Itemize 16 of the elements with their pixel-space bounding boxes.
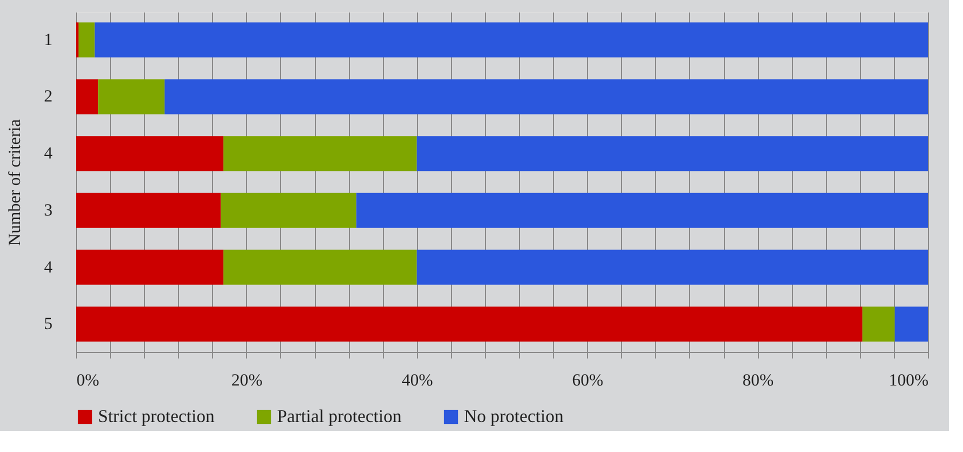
x-tick-label: 40% — [402, 370, 433, 390]
y-tick-label: 5 — [44, 314, 52, 334]
legend-label: No protection — [464, 406, 564, 426]
x-tick-label: 80% — [742, 370, 774, 390]
y-tick-label: 4 — [44, 257, 53, 276]
y-axis-title: Number of criteria — [5, 118, 24, 246]
x-tick-label: 60% — [572, 370, 604, 390]
legend-label: Partial protection — [277, 406, 402, 426]
y-tick-label: 2 — [44, 86, 52, 106]
y-tick-label: 1 — [44, 30, 52, 49]
y-tick-label: 4 — [44, 144, 53, 163]
x-tick-label: 100% — [888, 370, 928, 390]
x-tick-label: 0% — [76, 370, 100, 390]
x-tick-label: 20% — [231, 370, 262, 390]
y-tick-label: 3 — [44, 200, 52, 220]
legend-label: Strict protection — [98, 406, 214, 426]
